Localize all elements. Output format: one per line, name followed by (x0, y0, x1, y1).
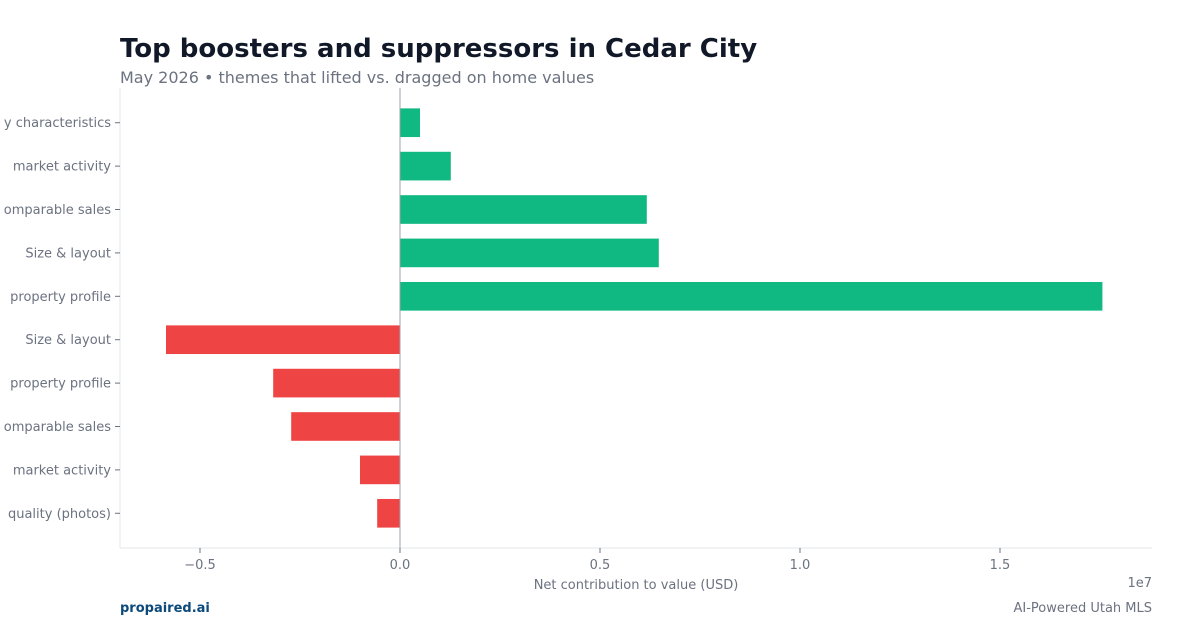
y-tick-label: market activity (13, 160, 111, 175)
bar[interactable] (400, 195, 647, 224)
y-tick-label: property profile (10, 377, 111, 392)
y-tick-label: omparable sales (4, 420, 111, 435)
x-tick-label: 0.5 (590, 558, 611, 573)
brand-tagline: AI-Powered Utah MLS (1013, 601, 1152, 616)
y-tick-label: market activity (13, 463, 111, 478)
chart-subtitle: May 2026 • themes that lifted vs. dragge… (120, 68, 595, 87)
chart-title: Top boosters and suppressors in Cedar Ci… (120, 34, 758, 64)
bar[interactable] (400, 281, 1103, 311)
x-axis-scale-label: 1e7 (1127, 576, 1152, 591)
bar[interactable] (166, 325, 400, 355)
bar[interactable] (273, 368, 400, 398)
y-tick-label: omparable sales (4, 203, 111, 218)
y-tick-label: Size & layout (25, 246, 111, 261)
y-tick-label: property profile (10, 290, 111, 305)
bar[interactable] (291, 412, 400, 441)
x-tick-label: −0.5 (184, 558, 216, 573)
bar[interactable] (400, 238, 659, 268)
bar[interactable] (360, 455, 400, 485)
y-tick-label: Size & layout (25, 333, 111, 348)
y-tick-label: y characteristics (4, 116, 111, 131)
x-tick-label: 1.0 (790, 558, 811, 573)
brand-name[interactable]: propaired.ai (120, 601, 210, 616)
bar[interactable] (377, 498, 400, 528)
x-axis-label: Net contribution to value (USD) (534, 578, 739, 593)
bar[interactable] (400, 151, 451, 181)
bar[interactable] (400, 108, 420, 138)
y-tick-label: quality (photos) (8, 507, 111, 522)
x-tick-label: 1.5 (990, 558, 1011, 573)
x-tick-label: 0.0 (390, 558, 411, 573)
